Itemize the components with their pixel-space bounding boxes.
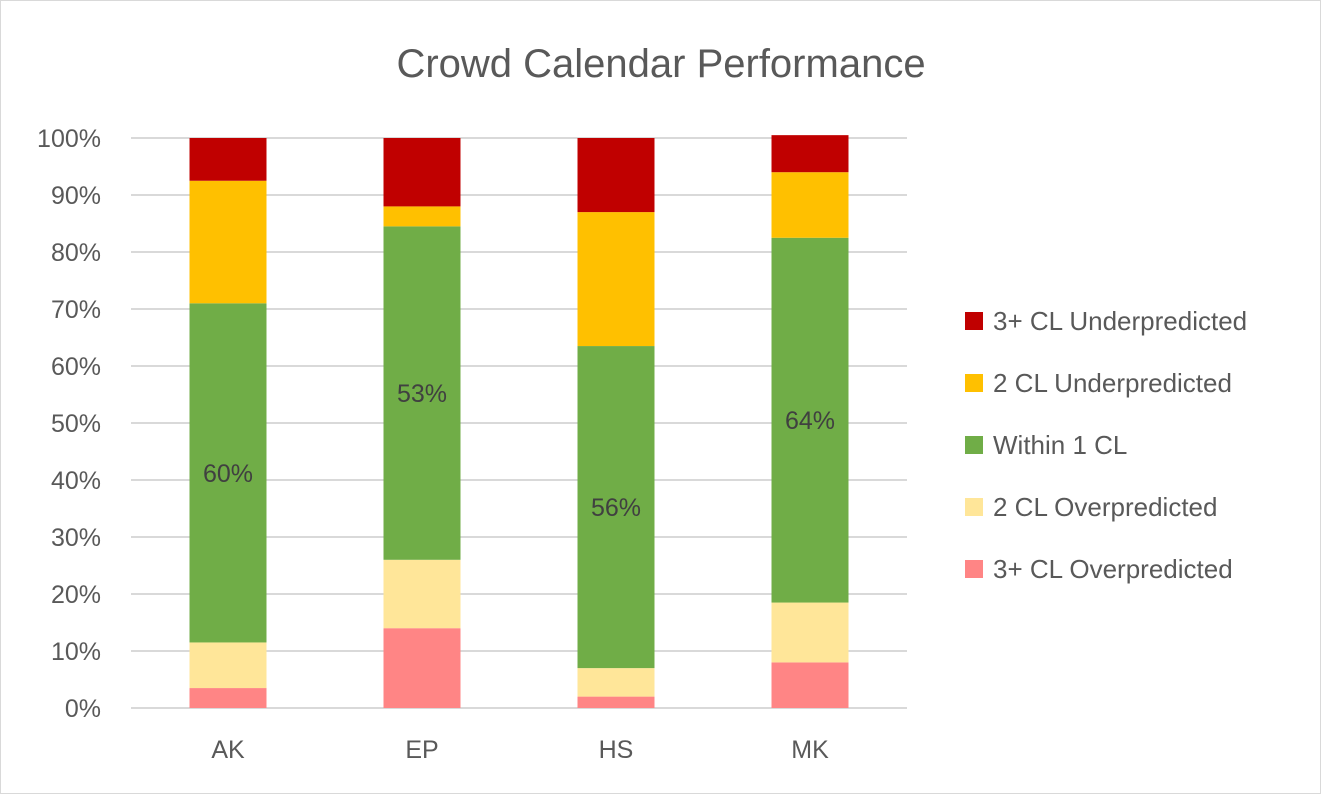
bars	[189, 135, 849, 708]
bar-segment[interactable]	[189, 138, 267, 181]
legend-item[interactable]: Within 1 CL	[965, 430, 1127, 460]
legend-item[interactable]: 3+ CL Underpredicted	[965, 306, 1247, 336]
legend-label: 2 CL Underpredicted	[993, 368, 1232, 398]
data-label: 56%	[591, 494, 641, 522]
x-category-label: EP	[405, 736, 438, 764]
bar-segment[interactable]	[577, 346, 655, 669]
x-category-label: AK	[211, 736, 245, 764]
x-category-label: HS	[599, 736, 634, 764]
bar-segment[interactable]	[577, 668, 655, 697]
bar-segment[interactable]	[383, 628, 461, 708]
y-tick-label: 30%	[51, 524, 101, 552]
y-tick-label: 90%	[51, 182, 101, 210]
bar-segment[interactable]	[189, 688, 267, 708]
data-labels: 60% 53% 56% 64%	[203, 380, 835, 522]
data-label: 60%	[203, 460, 253, 488]
bar-segment[interactable]	[771, 602, 849, 663]
bar-segment[interactable]	[189, 642, 267, 689]
legend-swatch	[965, 436, 983, 454]
bar-segment[interactable]	[771, 172, 849, 238]
legend-item[interactable]: 3+ CL Overpredicted	[965, 554, 1233, 584]
y-tick-label: 40%	[51, 467, 101, 495]
y-tick-label: 70%	[51, 296, 101, 324]
y-tick-label: 80%	[51, 239, 101, 267]
data-label: 53%	[397, 380, 447, 408]
y-tick-label: 20%	[51, 581, 101, 609]
legend-label: 2 CL Overpredicted	[993, 492, 1217, 522]
legend-item[interactable]: 2 CL Overpredicted	[965, 492, 1217, 522]
legend-swatch	[965, 498, 983, 516]
legend-label: 3+ CL Underpredicted	[993, 306, 1247, 336]
bar-segment[interactable]	[577, 696, 655, 708]
bar-segment[interactable]	[383, 206, 461, 227]
bar-segment[interactable]	[189, 303, 267, 643]
x-category-label: MK	[791, 736, 829, 764]
y-tick-label: 0%	[65, 695, 101, 723]
y-tick-label: 10%	[51, 638, 101, 666]
data-label: 64%	[785, 407, 835, 435]
bar-segment[interactable]	[771, 662, 849, 708]
legend-item[interactable]: 2 CL Underpredicted	[965, 368, 1232, 398]
bar-segment[interactable]	[383, 226, 461, 560]
bar-segment[interactable]	[189, 180, 267, 304]
legend-swatch	[965, 374, 983, 392]
legend[interactable]: 3+ CL Underpredicted 2 CL Underpredicted W…	[965, 306, 1247, 584]
bar-segment[interactable]	[771, 237, 849, 603]
bar-segment[interactable]	[577, 212, 655, 347]
bar-segment[interactable]	[383, 559, 461, 629]
bar-segment[interactable]	[383, 138, 461, 207]
x-axis: AK EP HS MK	[211, 736, 829, 764]
legend-label: 3+ CL Overpredicted	[993, 554, 1233, 584]
bar-segment[interactable]	[771, 135, 849, 173]
y-tick-label: 60%	[51, 353, 101, 381]
bar-segment[interactable]	[577, 138, 655, 213]
y-tick-label: 50%	[51, 410, 101, 438]
y-axis: 0% 10% 20% 30% 40% 50% 60% 70% 80% 90% 100%	[37, 125, 101, 723]
legend-swatch	[965, 560, 983, 578]
legend-label: Within 1 CL	[993, 430, 1127, 460]
chart-title: Crowd Calendar Performance	[396, 42, 925, 86]
y-tick-label: 100%	[37, 125, 101, 153]
legend-swatch	[965, 312, 983, 330]
